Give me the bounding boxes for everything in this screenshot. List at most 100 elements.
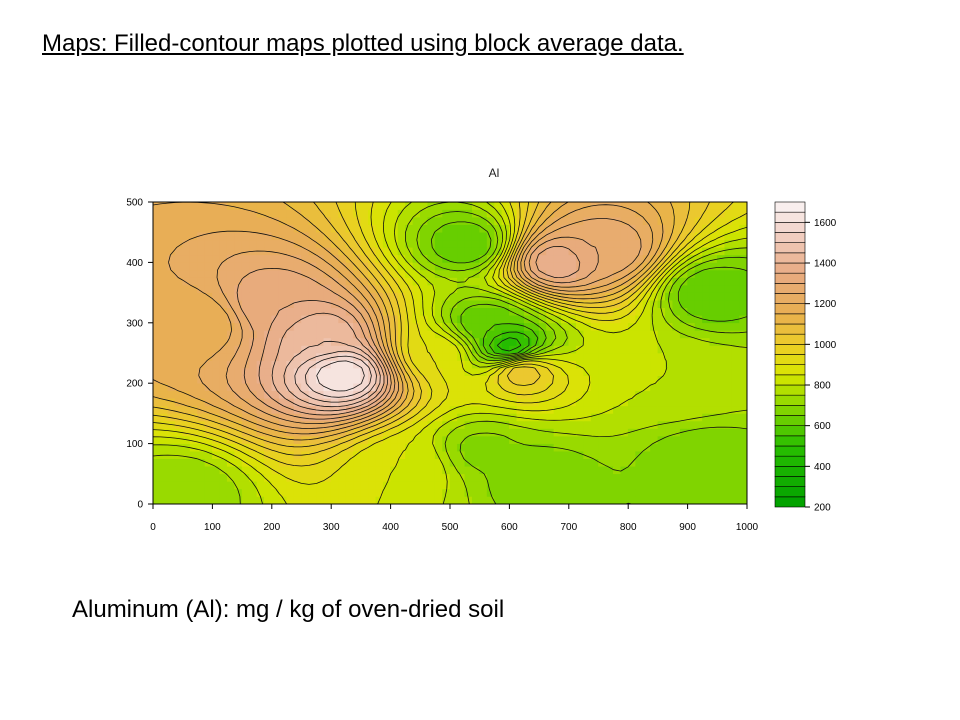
field-cell <box>598 209 607 218</box>
field-cell <box>264 367 273 376</box>
field-cell <box>256 216 265 225</box>
field-cell <box>479 314 488 324</box>
field-cell <box>509 390 518 399</box>
field-cell <box>509 284 518 293</box>
field-cell <box>368 473 377 482</box>
field-cell <box>412 481 421 490</box>
field-cell <box>420 443 429 452</box>
field-cell <box>174 352 183 361</box>
field-cell <box>293 322 302 331</box>
field-cell <box>620 458 629 467</box>
field-cell <box>679 367 688 376</box>
field-cell <box>605 284 614 293</box>
field-cell <box>256 375 265 384</box>
field-cell <box>160 458 169 467</box>
field-cell <box>420 428 429 437</box>
field-cell <box>249 352 258 361</box>
field-cell <box>694 382 703 392</box>
field-cell <box>427 435 436 444</box>
field-cell <box>241 465 250 475</box>
field-cell <box>471 496 480 504</box>
field-cell <box>353 299 362 308</box>
field-cell <box>650 496 659 504</box>
field-cell <box>160 473 169 482</box>
field-cell <box>264 428 273 437</box>
field-cell <box>724 390 733 399</box>
field-cell <box>642 209 651 218</box>
field-cell <box>249 231 258 241</box>
field-cell <box>709 345 718 354</box>
field-cell <box>672 360 681 369</box>
field-cell <box>523 307 532 316</box>
field-cell <box>397 224 406 233</box>
field-cell <box>538 435 547 444</box>
field-cell <box>657 209 666 218</box>
field-cell <box>516 277 525 286</box>
field-cell <box>568 420 577 429</box>
field-cell <box>553 307 562 316</box>
field-cell <box>687 314 696 324</box>
field-cell <box>330 488 339 497</box>
field-cell <box>583 345 592 354</box>
field-cell <box>650 209 659 218</box>
field-cell <box>360 481 369 490</box>
field-cell <box>189 360 198 369</box>
field-cell <box>278 473 287 482</box>
field-cell <box>657 488 666 497</box>
field-cell <box>531 420 540 429</box>
field-cell <box>538 390 547 399</box>
field-cell <box>605 345 614 354</box>
field-cell <box>672 450 681 459</box>
field-cell <box>301 307 310 316</box>
field-cell <box>256 262 265 271</box>
field-cell <box>212 314 221 324</box>
field-cell <box>375 269 384 278</box>
field-cell <box>590 375 599 384</box>
field-cell <box>731 322 740 331</box>
field-cell <box>293 239 302 248</box>
field-cell <box>375 458 384 467</box>
field-cell <box>717 345 726 354</box>
field-cell <box>687 352 696 361</box>
field-cell <box>613 450 622 459</box>
field-cell <box>449 375 458 384</box>
field-cell <box>442 239 451 248</box>
field-cell <box>479 435 488 444</box>
field-cell <box>702 398 711 407</box>
field-cell <box>709 496 718 504</box>
field-cell <box>457 405 466 414</box>
field-cell <box>316 224 325 233</box>
field-cell <box>286 413 295 422</box>
field-cell <box>153 352 161 361</box>
contour-line <box>153 202 747 504</box>
field-cell <box>724 202 733 210</box>
field-cell <box>278 262 287 271</box>
field-cell <box>293 299 302 308</box>
field-cell <box>368 314 377 324</box>
field-cell <box>174 269 183 278</box>
field-cell <box>650 443 659 452</box>
field-cell <box>345 496 354 504</box>
field-cell <box>516 269 525 278</box>
field-cell <box>568 488 577 497</box>
field-cell <box>204 488 213 497</box>
field-cell <box>382 247 391 256</box>
field-cell <box>308 330 317 339</box>
field-cell <box>182 262 191 271</box>
field-cell <box>197 307 206 316</box>
field-cell <box>575 465 584 475</box>
field-cell <box>486 382 495 392</box>
field-cell <box>479 307 488 316</box>
field-cell <box>382 216 391 225</box>
field-cell <box>613 481 622 490</box>
field-cell <box>353 202 362 210</box>
field-cell <box>486 428 495 437</box>
field-cell <box>234 337 243 346</box>
field-cell <box>427 360 436 369</box>
field-cell <box>286 269 295 278</box>
field-cell <box>583 254 592 263</box>
field-cell <box>390 496 399 504</box>
field-cell <box>657 352 666 361</box>
field-cell <box>583 352 592 361</box>
field-cell <box>635 428 644 437</box>
